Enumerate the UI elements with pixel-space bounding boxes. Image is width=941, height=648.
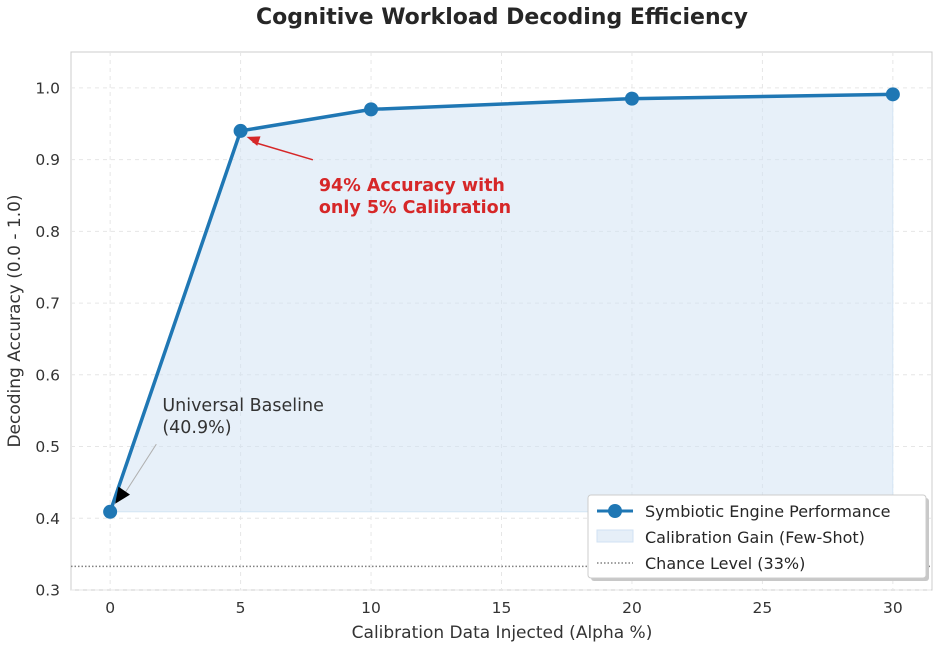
data-point	[885, 87, 900, 102]
x-tick-label: 0	[105, 599, 115, 617]
y-tick-label: 0.3	[35, 582, 60, 600]
annotation-arrow-shaft	[122, 443, 157, 497]
x-axis-label: Calibration Data Injected (Alpha %)	[352, 623, 653, 643]
y-ticks: 0.3 0.4 0.5 0.6 0.7 0.8 0.9 1.0	[35, 79, 60, 599]
y-tick-label: 0.6	[35, 366, 60, 384]
y-axis-label: Decoding Accuracy (0.0 - 1.0)	[5, 194, 25, 447]
annotation-arrow-shaft	[252, 141, 314, 161]
x-tick-label: 10	[361, 599, 381, 617]
y-tick-label: 0.7	[35, 295, 60, 313]
x-tick-label: 30	[883, 599, 903, 617]
annotation-arrow-head	[246, 136, 261, 146]
data-point	[624, 91, 639, 106]
legend-box	[587, 494, 927, 579]
chart-title: Cognitive Workload Decoding Efficiency	[256, 5, 748, 30]
legend-swatch-fill	[596, 529, 634, 543]
data-point	[364, 102, 379, 117]
legend-swatch-marker	[608, 504, 622, 518]
y-tick-label: 0.9	[35, 151, 60, 169]
annotation-text: (40.9%)	[162, 418, 231, 438]
x-tick-label: 5	[236, 599, 246, 617]
annotation-arrow-head	[115, 486, 130, 504]
data-point	[233, 123, 248, 138]
legend-label-reference: Chance Level (33%)	[645, 554, 805, 573]
line-layer	[103, 87, 900, 519]
x-tick-label: 25	[753, 599, 773, 617]
x-tick-label: 15	[492, 599, 512, 617]
y-tick-label: 0.4	[35, 510, 60, 528]
legend-label-line: Symbiotic Engine Performance	[645, 502, 891, 521]
y-tick-label: 0.8	[35, 223, 60, 241]
data-point	[103, 504, 118, 519]
annotation-text: only 5% Calibration	[319, 198, 511, 218]
y-tick-label: 1.0	[35, 79, 60, 97]
x-ticks: 0 5 10 15 20 25 30	[105, 599, 903, 617]
annotation-text: Universal Baseline	[162, 396, 324, 416]
annotation-text: 94% Accuracy with	[319, 176, 505, 196]
y-tick-label: 0.5	[35, 438, 60, 456]
legend-label-fill: Calibration Gain (Few-Shot)	[645, 528, 865, 547]
legend: Symbiotic Engine Performance Calibration…	[587, 494, 929, 581]
x-tick-label: 20	[622, 599, 642, 617]
